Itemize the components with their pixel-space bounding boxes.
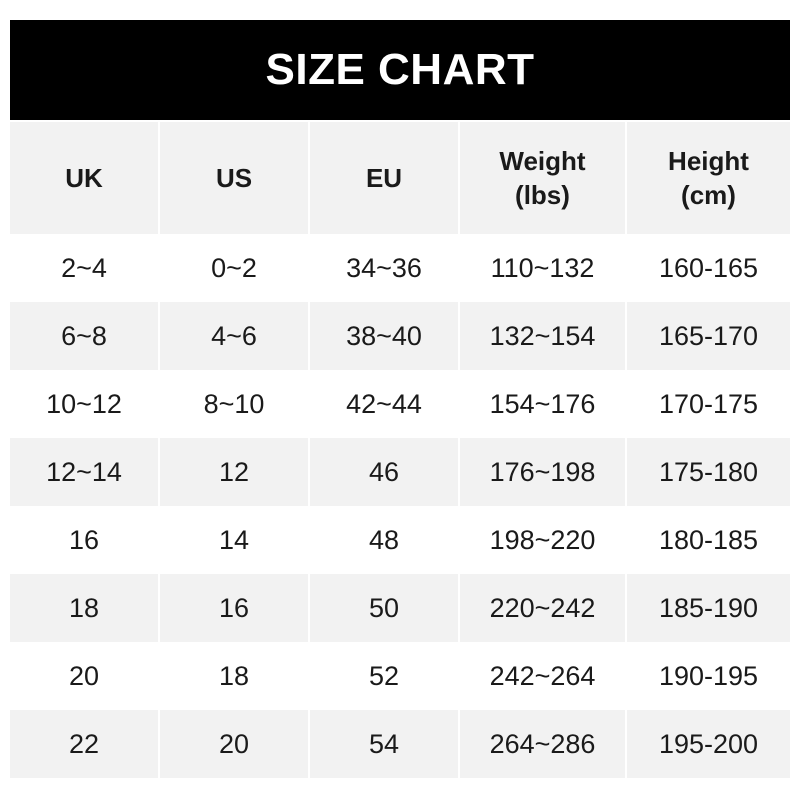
cell-uk: 16	[10, 506, 158, 574]
cell-weight: 176~198	[460, 438, 625, 506]
cell-eu: 42~44	[310, 370, 458, 438]
cell-height: 170-175	[627, 370, 790, 438]
cell-us: 18	[160, 642, 308, 710]
cell-height: 185-190	[627, 574, 790, 642]
cell-weight: 264~286	[460, 710, 625, 778]
cell-weight: 132~154	[460, 302, 625, 370]
cell-eu: 54	[310, 710, 458, 778]
cell-height: 195-200	[627, 710, 790, 778]
cell-weight: 154~176	[460, 370, 625, 438]
size-table: UK US EU Weight (lbs) Height (cm) 2~4 0~2 34~36…	[10, 122, 790, 778]
cell-us: 20	[160, 710, 308, 778]
cell-eu: 38~40	[310, 302, 458, 370]
header-eu: EU	[310, 122, 458, 234]
header-uk: UK	[10, 122, 158, 234]
cell-uk: 6~8	[10, 302, 158, 370]
cell-weight: 198~220	[460, 506, 625, 574]
cell-weight: 220~242	[460, 574, 625, 642]
cell-eu: 48	[310, 506, 458, 574]
cell-height: 160-165	[627, 234, 790, 302]
cell-uk: 22	[10, 710, 158, 778]
cell-eu: 50	[310, 574, 458, 642]
cell-eu: 34~36	[310, 234, 458, 302]
header-height: Height (cm)	[627, 122, 790, 234]
cell-weight: 242~264	[460, 642, 625, 710]
cell-eu: 52	[310, 642, 458, 710]
cell-us: 12	[160, 438, 308, 506]
cell-height: 165-170	[627, 302, 790, 370]
cell-uk: 20	[10, 642, 158, 710]
cell-height: 190-195	[627, 642, 790, 710]
cell-height: 180-185	[627, 506, 790, 574]
cell-uk: 10~12	[10, 370, 158, 438]
cell-eu: 46	[310, 438, 458, 506]
cell-height: 175-180	[627, 438, 790, 506]
cell-us: 16	[160, 574, 308, 642]
cell-us: 4~6	[160, 302, 308, 370]
cell-uk: 12~14	[10, 438, 158, 506]
size-chart-title: SIZE CHART	[10, 20, 790, 120]
cell-us: 0~2	[160, 234, 308, 302]
cell-us: 8~10	[160, 370, 308, 438]
header-us: US	[160, 122, 308, 234]
cell-weight: 110~132	[460, 234, 625, 302]
cell-us: 14	[160, 506, 308, 574]
cell-uk: 2~4	[10, 234, 158, 302]
header-weight: Weight (lbs)	[460, 122, 625, 234]
cell-uk: 18	[10, 574, 158, 642]
